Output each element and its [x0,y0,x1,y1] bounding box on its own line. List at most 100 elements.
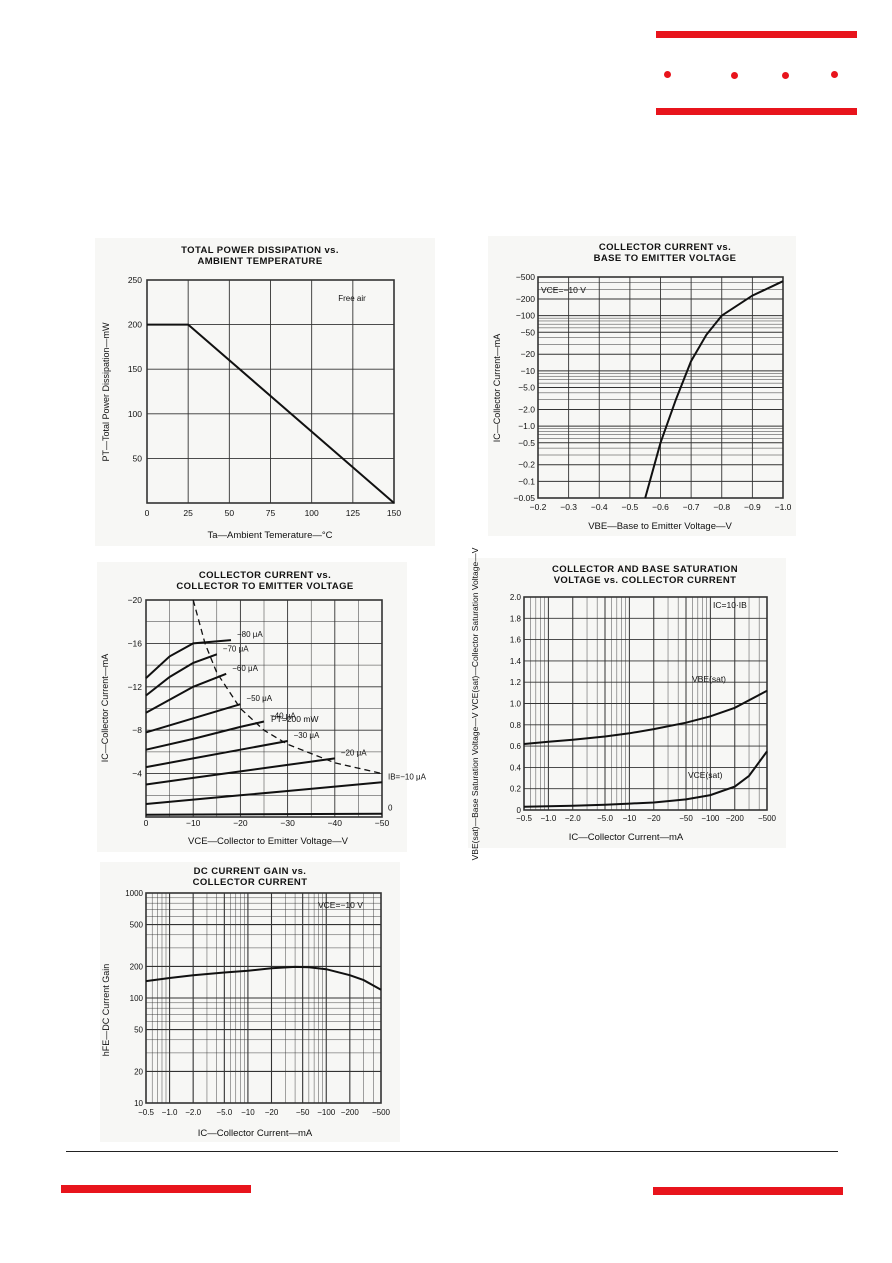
header-dot-3 [782,72,789,79]
chart4-y-tick: 0.6 [510,742,522,751]
chart2-x-tick: −0.6 [652,502,669,512]
chart4-y-tick: 1.6 [510,636,522,645]
chart4-y-tick: 1.2 [510,678,522,687]
chart3-x-tick: −30 [280,818,295,828]
chart2-x-tick: −0.3 [560,502,577,512]
chart2-y-tick: −0.05 [513,493,535,503]
chart3-series-label: −80 μA [237,630,263,639]
chart5-y-tick: 500 [130,921,144,930]
chart5-x-tick: −10 [241,1108,255,1117]
chart4-y-tick: 0.2 [510,785,522,794]
chart3-annotation: PT=200 mW [271,714,318,724]
chart2-y-tick: −50 [521,327,536,337]
chart2-y-tick: −0.5 [518,438,535,448]
chart4-annotation: IC=10·IB [713,600,747,610]
chart2-y-label: IC—Collector Current—mA [492,334,502,443]
chart3-series-6 [145,672,227,714]
chart3-series-9 [192,599,383,775]
chart4-x-tick: −20 [647,814,661,823]
chart3-series-7 [145,653,218,697]
chart4-series-label: VBE(sat) [692,674,726,684]
chart2-y-tick: −0.1 [518,476,535,486]
chart3-y-tick: −16 [128,638,143,648]
chart3-y-label: IC—Collector Current—mA [100,654,110,763]
chart4-x-tick: −10 [623,814,637,823]
chart3-series-label: −40 μA [270,712,296,721]
chart3-series-8 [145,639,232,679]
chart1-x-tick: 75 [266,508,276,518]
chart2-y-tick: −200 [516,294,535,304]
chart5-x-tick: −200 [341,1108,360,1117]
chart5-y-tick: 50 [134,1026,143,1035]
chart3-y-tick: −20 [128,595,143,605]
chart5-x-tick: −100 [317,1108,336,1117]
header-dot-4 [831,71,838,78]
chart5-y-tick: 1000 [125,889,143,898]
chart2-x-tick: −0.5 [621,502,638,512]
chart3-series-5 [145,703,241,734]
chart2-x-tick: −1.0 [775,502,792,512]
chart4-series-label: VCE(sat) [688,770,723,780]
chart2-y-tick: −10 [521,366,536,376]
chart3-series-label: −70 μA [223,644,249,653]
chart-panel-4 [468,558,786,848]
chart2-x-label: VBE—Base to Emitter Voltage—V [588,521,732,532]
chart3-series-2 [145,757,335,786]
chart3-series-label: −60 μA [232,664,258,673]
chart5-x-label: IC—Collector Current—mA [198,1128,313,1139]
chart5-x-tick: −500 [372,1108,391,1117]
chart2-x-tick: −0.8 [713,502,730,512]
chart2-x-tick: −0.2 [530,502,547,512]
chart4-y-tick: 1.4 [510,657,522,666]
chart5-x-tick: −50 [296,1108,310,1117]
chart2-series-ic [644,280,784,499]
chart3-x-label: VCE—Collector to Emitter Voltage—V [188,836,349,847]
chart3-series-label: −30 μA [294,731,320,740]
chart1-title: TOTAL POWER DISSIPATION vs. AMBIENT TEMPE… [181,245,339,267]
chart1-x-tick: 50 [225,508,235,518]
chart1-y-tick: 150 [128,364,142,374]
chart4-x-label: IC—Collector Current—mA [569,832,684,843]
chart5-y-tick: 20 [134,1067,143,1076]
chart4-y-label: VBE(sat)—Base Saturation Voltage—V VCE(s… [470,547,480,860]
chart4-y-tick: 2.0 [510,593,522,602]
chart2-y-tick: −2.0 [518,404,535,414]
chart1-y-tick: 200 [128,320,142,330]
header-bar-bottom [656,108,857,115]
chart2-y-tick: −1.0 [518,421,535,431]
chart5-x-tick: −1.0 [162,1108,178,1117]
chart2-y-tick: −500 [516,272,535,282]
chart1-y-label: PT—Total Power Dissipation—mW [101,322,111,462]
chart2-y-tick: −0.2 [518,460,535,470]
chart3-series-label: −20 μA [341,748,367,757]
chart1-x-tick: 100 [305,508,319,518]
chart2-y-tick: −5.0 [518,383,535,393]
chart4-y-tick: 1.0 [510,700,522,709]
chart4-y-tick: 0.4 [510,763,522,772]
chart1-series-pt [147,323,395,504]
chart-panel-2 [488,236,796,536]
chart5-y-tick: 200 [130,962,144,971]
chart1-x-tick: 0 [145,508,150,518]
chart3-x-tick: −40 [328,818,343,828]
chart3-x-tick: −20 [233,818,248,828]
chart4-x-tick: −200 [726,814,745,823]
chart5-y-tick: 10 [134,1099,143,1108]
chart1-y-tick: 250 [128,275,142,285]
footer-bar-right [653,1187,843,1195]
chart3-series-label: IB=−10 μA [388,772,427,781]
chart5-y-label: hFE—DC Current Gain [101,964,111,1057]
chart4-y-tick: 1.8 [510,614,522,623]
chart3-x-tick: −10 [186,818,201,828]
chart5-series-hfe [145,965,382,991]
chart5-x-tick: −20 [265,1108,279,1117]
chart3-x-tick: −50 [375,818,390,828]
footer-rule [66,1151,838,1152]
chart3-series-4 [145,720,265,751]
chart3-series-0 [145,812,383,816]
chart5-y-tick: 100 [130,994,144,1003]
chart4-x-tick: −50 [679,814,693,823]
chart4-series-0 [523,689,768,745]
chart4-x-tick: −0.5 [516,814,532,823]
chart4-x-tick: −5.0 [597,814,613,823]
